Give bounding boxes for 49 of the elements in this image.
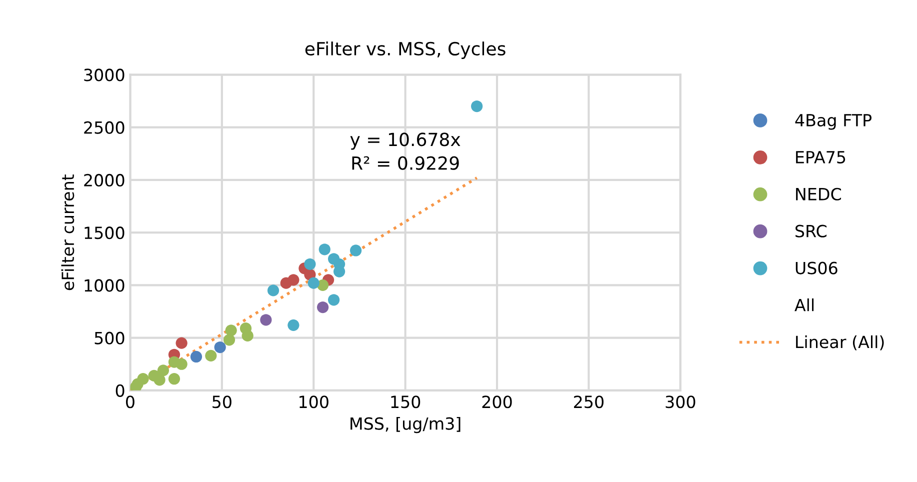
- y-tick-label: 500: [94, 332, 124, 344]
- point: [288, 319, 300, 331]
- y-tick-label: 2500: [84, 121, 124, 134]
- x-tick-label: 200: [482, 396, 512, 408]
- y-axis-title: eFilter current: [61, 174, 74, 290]
- y-tick-label: 3000: [84, 68, 124, 82]
- point: [223, 334, 236, 346]
- point: [225, 324, 237, 336]
- x-tick-label: 0: [126, 396, 134, 408]
- point: [304, 258, 316, 270]
- legend-label: NEDC: [796, 188, 841, 200]
- annotation: R² = 0.9229: [352, 156, 459, 170]
- legend-label: 4Bag FTP: [795, 114, 872, 130]
- text: All: [794, 298, 814, 312]
- point: [190, 350, 202, 363]
- point: [328, 294, 340, 306]
- point: [308, 277, 320, 289]
- chart-title: eFilter vs. MSS, Cycles: [305, 42, 506, 60]
- x-tick-label: 150: [391, 396, 420, 408]
- point: [242, 330, 254, 342]
- legend-label: EPA75: [796, 151, 846, 164]
- point: [176, 337, 188, 349]
- point: [350, 244, 362, 256]
- x-tick-label: 250: [574, 396, 604, 408]
- point: [260, 314, 272, 326]
- point: [205, 350, 217, 362]
- point: [214, 341, 226, 354]
- y-tick-label: 1000: [84, 279, 124, 292]
- point: [168, 373, 180, 385]
- point: [280, 277, 292, 289]
- x-tick-label: 50: [212, 396, 232, 408]
- legend-label: US06: [796, 262, 838, 274]
- x-tick-label: 100: [300, 396, 328, 408]
- point: [471, 100, 483, 112]
- x-tick-label: 300: [666, 396, 696, 408]
- legend-label: SRC: [796, 224, 826, 238]
- legend-label: Linear (All): [796, 335, 884, 350]
- y-tick-label: 0: [116, 384, 124, 397]
- annotation: y = 10.678x: [350, 132, 460, 150]
- x-axis-title: MSS, [ug/m3]: [350, 416, 460, 434]
- y-tick-label: 1500: [84, 226, 124, 240]
- point: [154, 374, 166, 386]
- y-tick-label: 2000: [84, 174, 124, 187]
- point: [318, 244, 330, 256]
- point: [267, 284, 280, 296]
- point: [168, 356, 180, 368]
- point: [157, 364, 170, 376]
- point: [137, 373, 149, 385]
- point: [316, 301, 329, 314]
